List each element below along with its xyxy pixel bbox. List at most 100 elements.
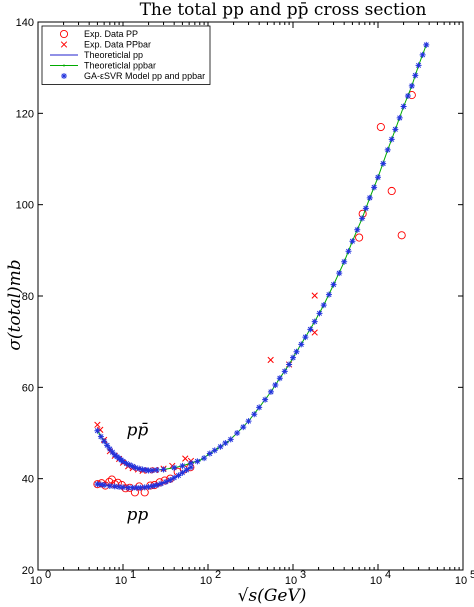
- data-point: [354, 226, 361, 233]
- data-point: [129, 463, 136, 470]
- y-tick-label: 120: [16, 108, 34, 120]
- data-point: [145, 467, 152, 474]
- data-point: [162, 478, 169, 485]
- data-point: [153, 466, 160, 473]
- legend-marker: [63, 64, 65, 67]
- data-point: [94, 421, 101, 428]
- data-point: [201, 455, 208, 462]
- data-point: [158, 480, 165, 487]
- data-point: [330, 281, 337, 288]
- data-point: [307, 326, 314, 333]
- data-point: [94, 427, 101, 434]
- data-point: [384, 146, 391, 153]
- data-point: [375, 174, 381, 181]
- data-point: [234, 430, 241, 436]
- data-point: [349, 238, 356, 245]
- y-tick-label: 60: [22, 382, 34, 394]
- data-point: [153, 482, 160, 489]
- x-tick-exponent: 1: [130, 569, 136, 581]
- data-series: [93, 41, 430, 497]
- data-point: [167, 477, 174, 484]
- data-point: [106, 445, 113, 452]
- data-point: [388, 136, 395, 143]
- data-point: [240, 424, 247, 431]
- data-point: [276, 375, 283, 382]
- data-point: [132, 464, 139, 471]
- data-point: [359, 215, 366, 222]
- y-tick-label: 80: [22, 291, 34, 303]
- data-point: [371, 184, 378, 191]
- data-point: [267, 356, 274, 364]
- legend-label: Theoreticlal ppbar: [84, 61, 156, 71]
- data-point: [187, 460, 194, 467]
- data-point: [408, 82, 415, 89]
- data-point: [130, 488, 139, 497]
- data-point: [311, 292, 318, 299]
- x-tick-exponent: 5: [470, 569, 474, 581]
- data-point: [311, 318, 318, 325]
- legend-entry: Exp. Data PP: [59, 29, 138, 39]
- legend-label: Exp. Data PP: [84, 29, 138, 39]
- y-tick-label: 20: [22, 565, 34, 577]
- legend-entry: Theoreticlal ppbar: [50, 61, 156, 71]
- data-point: [325, 291, 332, 298]
- annotations: pp̄ pp: [127, 420, 149, 524]
- data-point: [101, 482, 108, 489]
- data-point: [251, 411, 258, 418]
- data-point: [123, 460, 130, 467]
- legend-entry: GA-εSVR Model pp and ppbar: [61, 71, 205, 81]
- data-point: [126, 461, 133, 468]
- data-point: [366, 194, 373, 201]
- data-point: [175, 472, 182, 479]
- data-point: [355, 233, 364, 242]
- data-point: [415, 62, 422, 69]
- data-point: [316, 310, 323, 317]
- data-point: [245, 418, 252, 425]
- x-tick-label: 10: [285, 575, 297, 587]
- legend-label: Exp. Data PPbar: [84, 40, 151, 50]
- data-point: [183, 466, 190, 473]
- data-point: [376, 122, 385, 132]
- data-point: [320, 302, 327, 309]
- data-point: [336, 270, 343, 277]
- data-point: [179, 469, 186, 476]
- data-point: [120, 458, 126, 465]
- legend-marker: [60, 41, 68, 48]
- x-tick-label: 10: [115, 575, 127, 587]
- legend-marker: [59, 29, 69, 39]
- data-point: [281, 368, 288, 375]
- annotation: pp̄: [127, 420, 149, 440]
- data-point: [396, 114, 403, 121]
- plot-area: [37, 21, 464, 571]
- data-point: [145, 483, 152, 490]
- data-point: [114, 453, 121, 460]
- data-point: [97, 481, 104, 488]
- data-point: [262, 396, 269, 403]
- data-point: [341, 258, 348, 265]
- x-tick-label: 10: [455, 575, 467, 587]
- data-point: [397, 231, 406, 240]
- data-point: [345, 248, 352, 255]
- data-point: [97, 433, 104, 440]
- y-tick-label: 140: [16, 17, 34, 29]
- legend-label: GA-εSVR Model pp and ppbar: [84, 71, 205, 81]
- data-point: [116, 483, 123, 490]
- data-point: [206, 450, 213, 457]
- data-point: [149, 467, 156, 474]
- x-tick-exponent: 0: [45, 569, 51, 581]
- data-point: [111, 483, 118, 490]
- chart-title: The total pp and pp̄ cross section: [140, 0, 427, 20]
- data-point: [171, 464, 178, 471]
- legend-entry: Theoreticlal pp: [50, 50, 143, 60]
- data-point: [380, 160, 387, 167]
- y-tick-label: 40: [22, 474, 34, 486]
- data-point: [293, 348, 300, 355]
- data-point: [129, 484, 136, 491]
- data-point: [419, 51, 426, 58]
- data-point: [137, 484, 144, 491]
- data-point: [272, 382, 279, 389]
- x-tick-exponent: 2: [215, 569, 221, 581]
- data-point: [423, 41, 430, 48]
- data-point: [187, 464, 194, 471]
